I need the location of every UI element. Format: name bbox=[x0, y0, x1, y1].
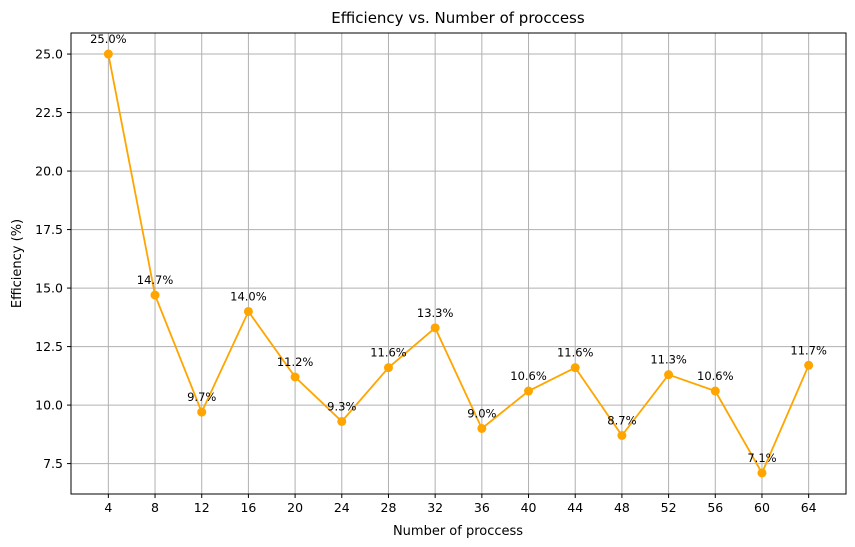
y-tick-label: 17.5 bbox=[35, 222, 63, 237]
data-point-label: 10.6% bbox=[510, 369, 547, 383]
data-point bbox=[383, 363, 393, 373]
data-point-label: 8.7% bbox=[607, 413, 636, 427]
data-point bbox=[664, 370, 674, 380]
data-point-label: 14.7% bbox=[137, 273, 174, 287]
data-point bbox=[710, 386, 720, 396]
x-tick-label: 40 bbox=[521, 500, 537, 515]
chart-title: Efficiency vs. Number of proccess bbox=[331, 9, 585, 27]
data-point bbox=[243, 306, 253, 316]
data-point bbox=[290, 372, 300, 382]
data-point bbox=[524, 386, 534, 396]
data-point bbox=[477, 423, 487, 433]
y-tick-label: 7.5 bbox=[43, 456, 63, 471]
y-tick-label: 22.5 bbox=[35, 105, 63, 120]
y-tick-label: 12.5 bbox=[35, 339, 63, 354]
data-point bbox=[103, 49, 113, 59]
series-polyline bbox=[107, 53, 810, 475]
x-tick-label: 24 bbox=[334, 500, 350, 515]
data-point-label: 10.6% bbox=[697, 369, 734, 383]
data-labels: 25.0% 14.7% 9.7% 14.0% 11.2% 9.3% 11.6% 13.3% 9.… bbox=[90, 32, 827, 465]
data-point-label: 25.0% bbox=[90, 32, 127, 46]
x-tick-label: 4 bbox=[104, 500, 112, 515]
x-tick-label: 52 bbox=[661, 500, 677, 515]
x-tick-label: 56 bbox=[707, 500, 723, 515]
x-tick-label: 44 bbox=[567, 500, 583, 515]
x-tick-label: 8 bbox=[151, 500, 159, 515]
data-point-label: 11.7% bbox=[790, 343, 827, 357]
x-axis-label: Number of proccess bbox=[393, 524, 523, 539]
data-point bbox=[430, 323, 440, 333]
data-point bbox=[197, 407, 207, 417]
data-point-label: 9.3% bbox=[327, 399, 356, 413]
x-tick-label: 12 bbox=[194, 500, 210, 515]
data-point-label: 14.0% bbox=[230, 289, 267, 303]
data-point bbox=[337, 416, 347, 426]
y-axis-label: Efficiency (%) bbox=[10, 219, 25, 308]
data-point-label: 7.1% bbox=[747, 451, 776, 465]
y-tick-label: 20.0 bbox=[35, 164, 63, 179]
data-point bbox=[150, 290, 160, 300]
series-line bbox=[103, 49, 814, 478]
grid-lines bbox=[71, 33, 846, 494]
x-tick-label: 64 bbox=[801, 500, 817, 515]
data-point-label: 11.6% bbox=[370, 346, 407, 360]
data-point bbox=[757, 468, 767, 478]
data-point bbox=[804, 360, 814, 370]
x-tick-label: 32 bbox=[427, 500, 443, 515]
data-point bbox=[617, 430, 627, 440]
data-point-label: 9.7% bbox=[187, 390, 216, 404]
x-tick-label: 28 bbox=[381, 500, 397, 515]
data-point-label: 11.3% bbox=[650, 353, 687, 367]
x-tick-label: 36 bbox=[474, 500, 490, 515]
x-tick-label: 60 bbox=[754, 500, 770, 515]
y-tick-label: 25.0 bbox=[35, 47, 63, 62]
data-point-label: 11.6% bbox=[557, 346, 594, 360]
y-tick-label: 15.0 bbox=[35, 281, 63, 296]
data-point bbox=[570, 363, 580, 373]
x-tick-label: 16 bbox=[240, 500, 256, 515]
x-tick-label: 48 bbox=[614, 500, 630, 515]
x-tick-label: 20 bbox=[287, 500, 303, 515]
data-point-label: 11.2% bbox=[277, 355, 314, 369]
axis-ticks: 4 8 12 16 20 24 28 32 36 40 44 48 52 56 60 647.510.012.… bbox=[35, 47, 816, 515]
data-point-label: 13.3% bbox=[417, 306, 454, 320]
plot-frame bbox=[70, 32, 847, 495]
y-tick-label: 10.0 bbox=[35, 398, 63, 413]
data-point-label: 9.0% bbox=[467, 406, 496, 420]
